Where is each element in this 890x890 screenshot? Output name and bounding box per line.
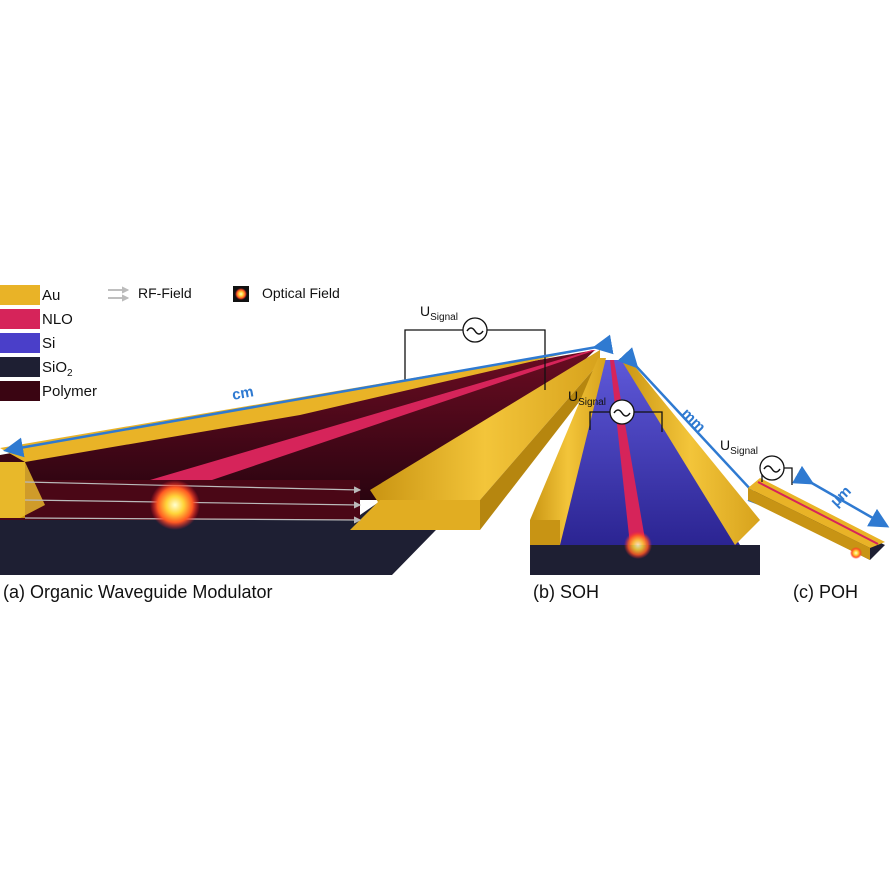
optical-field-b — [624, 531, 652, 559]
optical-field-label: Optical Field — [262, 285, 340, 301]
caption-c: (c) POH — [793, 582, 858, 602]
rf-field-icon — [108, 286, 130, 302]
legend-item-si: Si — [0, 333, 55, 353]
legend-label: SiO — [42, 358, 68, 376]
nlo-swatch — [0, 309, 40, 329]
legend-item-polymer: Polymer — [0, 381, 97, 401]
signal-label-c: USignal — [720, 437, 758, 457]
legend-item-sio2: SiO2 — [0, 357, 73, 379]
signal-sub: Signal — [730, 446, 758, 457]
si-swatch — [0, 333, 40, 353]
legend-label: Au — [42, 286, 61, 304]
legend-item-nlo: NLO — [0, 309, 73, 329]
legend-label-subscript: 2 — [67, 367, 73, 379]
length-arrow-b — [617, 347, 769, 509]
au-swatch — [0, 285, 40, 305]
legend-label: NLO — [42, 310, 73, 328]
rf-field-label: RF-Field — [138, 285, 192, 301]
legend-label: Si — [42, 334, 56, 352]
polymer-swatch — [0, 381, 40, 401]
length-arrow-a — [3, 334, 614, 458]
signal-sub: Signal — [578, 397, 606, 408]
optical-field-c — [850, 547, 862, 559]
signal-main: U — [420, 303, 431, 319]
legend-item-au: Au — [0, 285, 60, 305]
signal-label-a: USignal — [420, 303, 458, 323]
sio2-swatch — [0, 357, 40, 377]
signal-main: U — [720, 437, 731, 453]
device-a — [0, 317, 614, 575]
legend-label: Polymer — [42, 382, 98, 400]
signal-sub: Signal — [430, 312, 458, 323]
device-c — [748, 455, 890, 560]
length-arrow-c — [792, 465, 890, 528]
signal-main: U — [568, 388, 579, 404]
optical-field-a — [150, 480, 200, 530]
device-b — [530, 347, 769, 575]
caption-a: (a) Organic Waveguide Modulator — [3, 582, 273, 602]
gold-left-b — [530, 358, 606, 545]
signal-label-b: USignal — [568, 388, 606, 408]
substrate-b — [530, 545, 760, 575]
caption-b: (b) SOH — [533, 582, 600, 602]
